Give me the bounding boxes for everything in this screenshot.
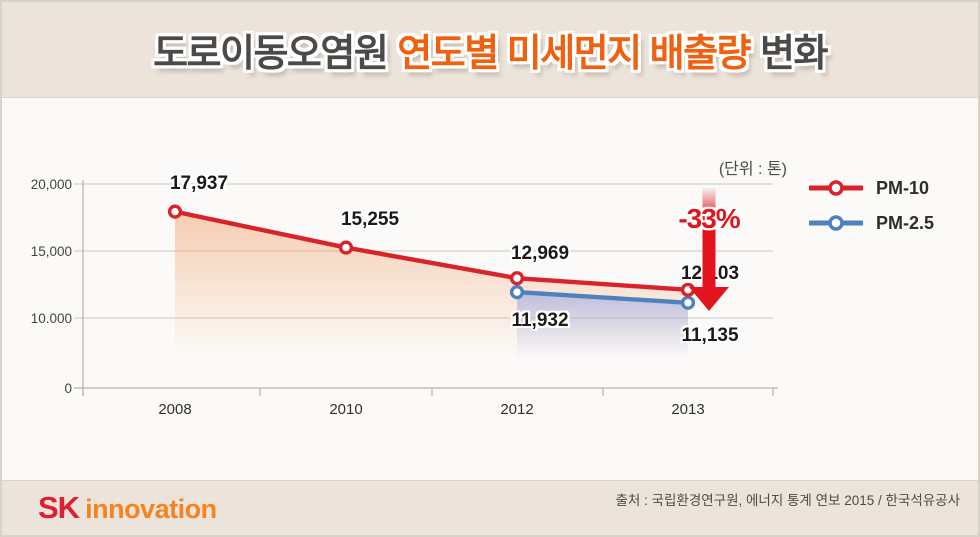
pm10-line-marker-icon (809, 180, 863, 196)
y-tick-label: 20,000 (31, 177, 72, 192)
page-title: 도로이동오염원 연도별 미세먼지 배출량 변화 (153, 22, 828, 77)
footer: SK innovation 출처 : 국립환경연구원, 에너지 통계 연보 20… (2, 480, 978, 535)
legend-label-pm10: PM-10 (876, 177, 930, 198)
logo-innovation-text: innovation (85, 494, 217, 524)
decrease-percent-label: -33% (678, 203, 740, 234)
x-tick-label: 2010 (329, 401, 362, 418)
PM-2.5-marker (509, 285, 525, 300)
y-tick-label: 15,000 (31, 244, 72, 259)
chart-section: 20,000 15,000 10.000 0 2008 2010 2012 2013 (단위 … (2, 97, 978, 485)
PM-2.5-line (516, 289, 689, 305)
PM-2.5-marker (680, 295, 696, 310)
down-arrow-icon (689, 188, 729, 311)
title-part-orange: 연도별 미세먼지 배출량 (397, 33, 751, 75)
y-tick-label: 10.000 (31, 311, 72, 326)
title-part-dark1: 도로이동오염원 (153, 33, 389, 75)
legend-item-pm10: PM-10 (808, 175, 934, 201)
x-tick-label: 2008 (158, 401, 191, 418)
legend-item-pm25: PM-2.5 (808, 210, 934, 236)
x-tick-label: 2012 (500, 401, 533, 418)
PM-10-line (174, 209, 689, 293)
legend-label-pm25: PM-2.5 (876, 212, 935, 233)
PM-10-marker (167, 204, 183, 219)
PM-10-marker (509, 271, 525, 286)
PM-10-marker (338, 240, 354, 255)
sk-innovation-logo: SK innovation (38, 490, 217, 526)
header: 도로이동오염원 연도별 미세먼지 배출량 변화 (2, 2, 978, 98)
PM-2.5-area-glow (517, 292, 688, 359)
pm25-line-marker-icon (809, 215, 863, 231)
source-text: 출처 : 국립환경연구원, 에너지 통계 연보 2015 / 한국석유공사 (615, 493, 960, 508)
legend: PM-10 PM-2.5 (808, 175, 934, 236)
line-chart: 20,000 15,000 10.000 0 2008 2010 2012 2013 (31, 177, 778, 418)
x-tick-label: 2013 (671, 401, 704, 418)
y-tick-label: 0 (64, 381, 72, 396)
unit-label: (단위 : 톤) (718, 161, 787, 178)
decrease-annotation: -33% (657, 172, 761, 312)
logo-sk-text: SK (38, 490, 80, 525)
title-part-dark2: 변화 (760, 33, 828, 75)
